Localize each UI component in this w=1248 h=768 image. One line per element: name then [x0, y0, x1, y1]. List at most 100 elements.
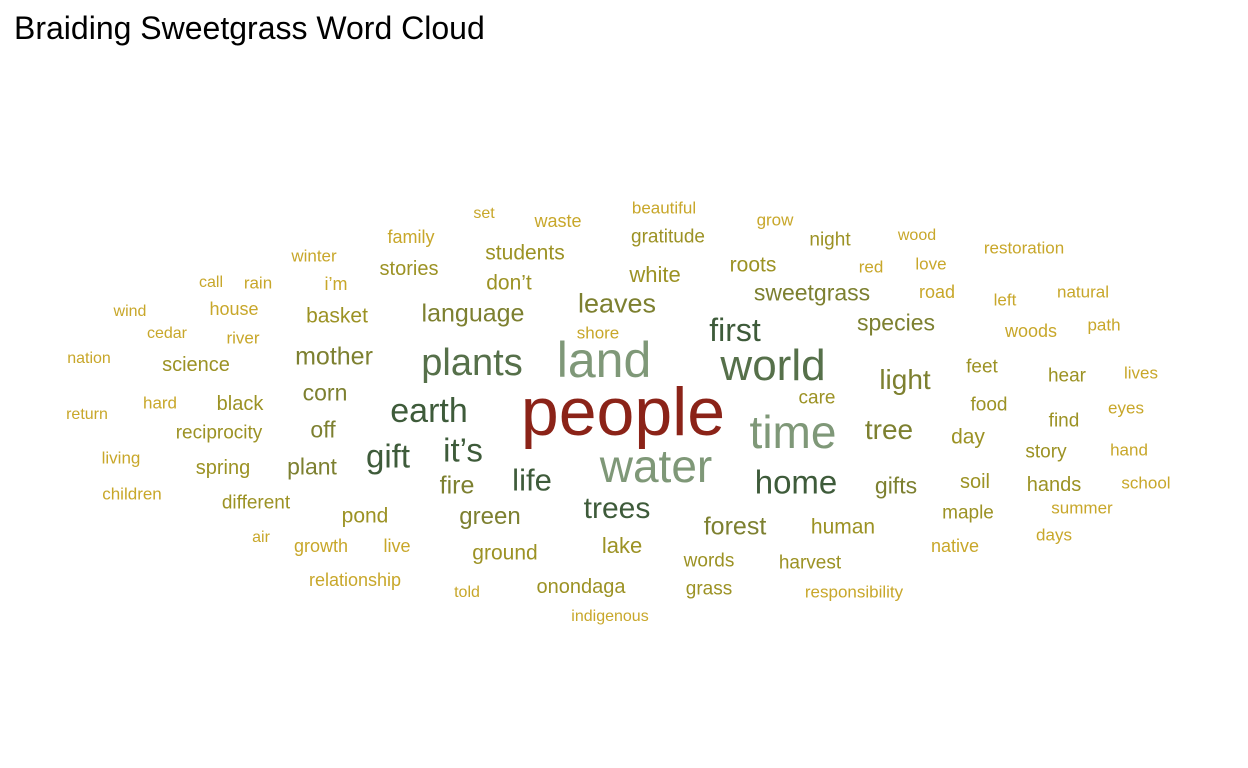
- word-left: left: [993, 290, 1017, 310]
- word-lake: lake: [601, 533, 643, 558]
- word-first: first: [709, 312, 761, 348]
- word-story: story: [1025, 441, 1067, 463]
- word-land: land: [556, 332, 652, 388]
- word-fire: fire: [439, 471, 475, 500]
- word-living: living: [101, 448, 141, 468]
- word-growth: growth: [293, 536, 349, 556]
- word-sweetgrass: sweetgrass: [753, 279, 871, 306]
- word-shore: shore: [576, 323, 620, 343]
- chart-title: Braiding Sweetgrass Word Cloud: [14, 10, 485, 46]
- word-return: return: [66, 406, 108, 423]
- word-set: set: [473, 205, 495, 222]
- word-tree: tree: [864, 414, 914, 445]
- word-plant: plant: [287, 453, 337, 480]
- word-soil: soil: [959, 471, 991, 493]
- word-maple: maple: [942, 502, 994, 524]
- word-beautiful: beautiful: [631, 198, 697, 218]
- word-hands: hands: [1026, 474, 1082, 496]
- word-red: red: [858, 257, 884, 277]
- word-summer: summer: [1051, 498, 1113, 518]
- word-road: road: [918, 282, 956, 302]
- word-relationship: relationship: [308, 570, 402, 590]
- word-river: river: [226, 328, 260, 348]
- word-hear: hear: [1047, 365, 1087, 387]
- word-reciprocity: reciprocity: [175, 422, 263, 444]
- word-grow: grow: [756, 210, 794, 230]
- word-plants: plants: [421, 342, 523, 384]
- word-green: green: [459, 503, 521, 530]
- word-gratitude: gratitude: [631, 226, 705, 248]
- word-spring: spring: [195, 457, 251, 479]
- word-home: home: [754, 463, 838, 501]
- word-restoration: restoration: [983, 238, 1065, 258]
- word-time: time: [749, 406, 837, 458]
- word-day: day: [951, 425, 985, 449]
- word-rain: rain: [243, 273, 273, 293]
- word-school: school: [1121, 473, 1171, 493]
- word-i-m: i’m: [324, 274, 348, 294]
- word-language: language: [421, 299, 525, 328]
- word-night: night: [809, 229, 851, 251]
- word-harvest: harvest: [778, 552, 842, 574]
- word-human: human: [810, 515, 876, 539]
- word-it-s: it’s: [443, 431, 483, 469]
- word-earth: earth: [390, 392, 468, 430]
- word-love: love: [915, 254, 947, 274]
- word-family: family: [387, 227, 435, 247]
- word-indigenous: indigenous: [571, 608, 649, 625]
- word-stories: stories: [379, 258, 439, 280]
- word-light: light: [879, 364, 931, 395]
- word-house: house: [209, 299, 259, 319]
- word-live: live: [383, 536, 411, 556]
- word-gifts: gifts: [874, 472, 918, 499]
- word-leaves: leaves: [577, 288, 657, 319]
- word-roots: roots: [729, 253, 777, 277]
- word-lives: lives: [1123, 363, 1159, 383]
- word-don-t: don’t: [486, 271, 532, 295]
- word-words: words: [683, 550, 735, 572]
- word-wood: wood: [897, 227, 937, 244]
- word-told: told: [454, 584, 480, 601]
- word-grass: grass: [685, 578, 733, 600]
- word-care: care: [798, 387, 836, 409]
- word-hard: hard: [142, 393, 178, 413]
- word-woods: woods: [1004, 321, 1058, 341]
- word-pond: pond: [341, 504, 389, 528]
- word-responsibility: responsibility: [804, 582, 904, 602]
- word-waste: waste: [534, 211, 582, 231]
- word-winter: winter: [291, 246, 337, 266]
- word-people: people: [520, 374, 726, 450]
- word-native: native: [930, 536, 980, 556]
- word-wind: wind: [113, 303, 147, 320]
- word-children: children: [102, 484, 162, 504]
- word-life: life: [512, 462, 552, 498]
- word-trees: trees: [583, 492, 651, 525]
- word-science: science: [162, 354, 230, 376]
- word-eyes: eyes: [1108, 398, 1144, 418]
- word-black: black: [216, 393, 264, 415]
- word-hand: hand: [1110, 440, 1148, 460]
- word-students: students: [485, 241, 565, 265]
- word-gift: gift: [365, 437, 411, 475]
- word-basket: basket: [306, 304, 368, 328]
- word-food: food: [970, 394, 1008, 416]
- word-call: call: [198, 274, 224, 291]
- word-natural: natural: [1057, 282, 1109, 302]
- word-white: white: [629, 262, 681, 287]
- word-onondaga: onondaga: [536, 576, 626, 598]
- word-path: path: [1087, 315, 1121, 335]
- word-cedar: cedar: [146, 325, 188, 342]
- word-different: different: [221, 492, 291, 514]
- word-feet: feet: [966, 356, 998, 378]
- word-ground: ground: [472, 541, 538, 565]
- word-nation: nation: [67, 350, 111, 367]
- word-off: off: [310, 416, 336, 443]
- word-world: world: [720, 341, 826, 390]
- word-days: days: [1036, 525, 1072, 545]
- word-corn: corn: [302, 379, 348, 406]
- word-water: water: [599, 440, 713, 492]
- word-species: species: [857, 309, 935, 336]
- word-find: find: [1048, 410, 1080, 432]
- word-mother: mother: [295, 342, 373, 371]
